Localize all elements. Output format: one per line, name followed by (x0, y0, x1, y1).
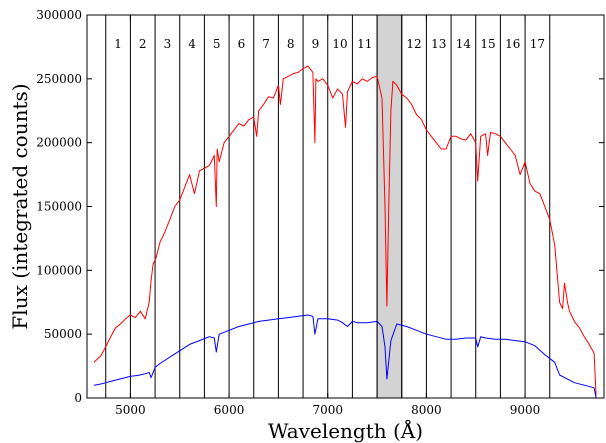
bin-labels-layer: 1 2 3 4 5 6 7 8 9 10 11 12 13 14 15 16 17 (114, 37, 545, 51)
masked-region-layer (376, 14, 403, 399)
x-tick-label-5000: 5000 (115, 403, 146, 417)
series-layer (93, 65, 597, 399)
bin-label-9: 9 (312, 37, 320, 51)
y-tick-label-150000: 150000 (36, 200, 82, 214)
y-tick-label-0: 0 (74, 391, 82, 405)
masked-region (376, 14, 403, 399)
bin-label-15: 15 (480, 37, 495, 51)
bin-label-12: 12 (406, 37, 421, 51)
plot-frame (86, 14, 605, 399)
bin-label-2: 2 (139, 37, 147, 51)
x-axis-title: Wavelength (Å) (268, 418, 423, 443)
bin-label-6: 6 (238, 37, 246, 51)
y-tick-label-250000: 250000 (36, 72, 82, 86)
bin-label-13: 13 (431, 37, 446, 51)
bin-label-5: 5 (213, 37, 221, 51)
x-tick-label-7000: 7000 (312, 403, 343, 417)
bin-label-3: 3 (164, 37, 172, 51)
bin-label-1: 1 (114, 37, 122, 51)
x-tick-label-8000: 8000 (411, 403, 442, 417)
series-line-0 (93, 65, 597, 396)
bin-label-4: 4 (188, 37, 196, 51)
bin-label-10: 10 (332, 37, 347, 51)
series-line-1 (93, 314, 597, 399)
bin-label-11: 11 (357, 37, 372, 51)
bin-label-17: 17 (530, 37, 545, 51)
bin-label-8: 8 (287, 37, 295, 51)
bin-label-16: 16 (505, 37, 520, 51)
y-axis-title: Flux (integrated counts) (8, 83, 32, 329)
y-tick-label-50000: 50000 (44, 327, 82, 341)
ticks-layer: 5000 6000 7000 8000 9000 0 50000 100000 150000 20… (36, 8, 604, 417)
x-tick-label-9000: 9000 (510, 403, 541, 417)
y-tick-label-100000: 100000 (36, 263, 82, 277)
bin-label-7: 7 (262, 37, 270, 51)
bin-lines-layer (105, 15, 551, 398)
bin-label-14: 14 (456, 37, 472, 51)
y-tick-label-300000: 300000 (36, 8, 82, 22)
y-tick-label-200000: 200000 (36, 136, 82, 150)
x-tick-label-6000: 6000 (214, 403, 245, 417)
